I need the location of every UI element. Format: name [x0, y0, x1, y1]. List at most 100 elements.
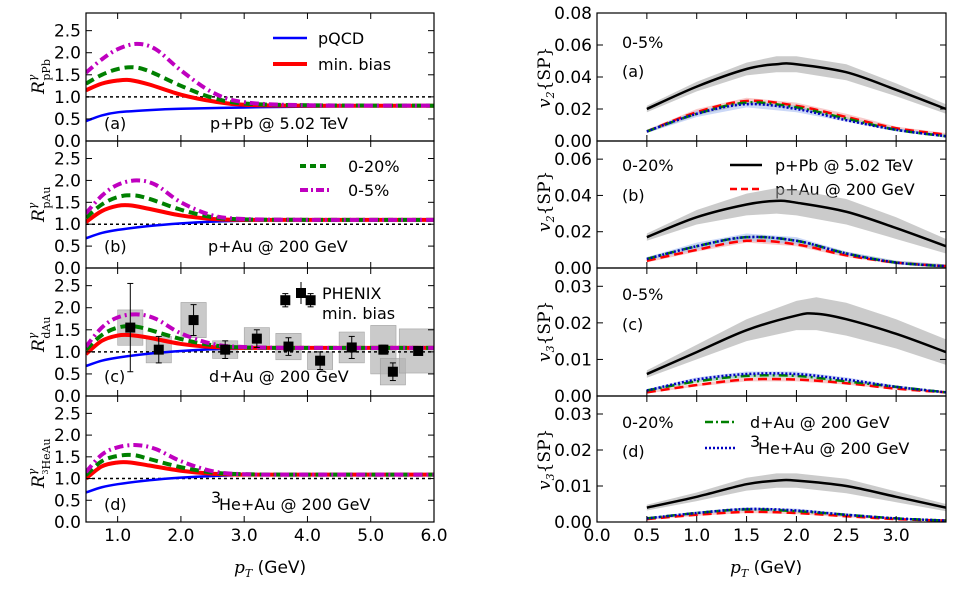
ylabel-rdAu: RγdAu — [26, 317, 53, 353]
panel-label: (d) — [104, 495, 127, 514]
y-tick-label: 1.5 — [54, 66, 81, 86]
x-tick-label: 3.0 — [231, 526, 258, 546]
panel-label: (a) — [622, 62, 644, 81]
y-tick-label: 2.0 — [54, 44, 81, 64]
x-tick-label: 1.5 — [733, 526, 760, 546]
y-tick-label: 0.5 — [54, 110, 81, 130]
x-tick-label: 0.0 — [583, 526, 610, 546]
series-line — [86, 443, 434, 477]
panel-3: 0.00.51.01.52.02.51.0 2.0 3.0 4.0 5.0 6.0 — [54, 395, 448, 546]
y-tick-label: 1.0 — [54, 88, 81, 108]
centrality-label: 0-5% — [622, 285, 663, 304]
series-line — [646, 235, 946, 268]
panel-4: 0.00 0.02 0.04 0.06 0.08 — [554, 4, 947, 152]
panel-label: (b) — [622, 186, 645, 205]
series-line — [86, 65, 434, 108]
panel-label: (c) — [104, 367, 125, 386]
centrality-label: 0-5% — [622, 33, 663, 52]
y-tick-label: 1.0 — [54, 343, 81, 363]
panel-2: 0.00.51.01.52.02.5 — [54, 267, 435, 407]
y-tick-label: 0.5 — [54, 237, 81, 257]
y-tick-label: 0.06 — [554, 150, 592, 170]
y-tick-label: 2.5 — [54, 277, 81, 297]
x-tick-label: 2.0 — [783, 526, 810, 546]
series-line — [646, 199, 946, 248]
y-tick-label: 1.5 — [54, 448, 81, 468]
y-tick-label: 0.02 — [554, 314, 592, 334]
uncertainty-band — [646, 473, 946, 512]
phenix-point — [283, 341, 294, 352]
y-tick-label: 2.5 — [54, 404, 81, 424]
series-line — [86, 218, 434, 240]
y-tick-label: 0.00 — [554, 513, 592, 533]
x-tick-label: 1.0 — [683, 526, 710, 546]
ylabel-r3HeAu: Rγ 3HeAu — [26, 438, 53, 489]
y-tick-label: 1.5 — [54, 193, 81, 213]
y-tick-label: 0.04 — [554, 186, 592, 206]
phenix-point — [315, 355, 326, 366]
left-ylabels: RγpPb RγpAu RγdAu Rγ 3HeAu — [26, 59, 53, 489]
centrality-label: 0-20% — [622, 413, 674, 432]
left-panel-a: (a) p+Pb @ 5.02 TeV pQCD min. bias — [104, 29, 391, 133]
collision-label: p+Pb @ 5.02 TeV — [210, 114, 348, 133]
legend-label-minbias: min. bias — [322, 304, 395, 323]
series-line — [86, 312, 434, 350]
legend-label-HeAu-sup: 3 — [750, 432, 760, 451]
uncertainty-band — [646, 101, 946, 138]
y-tick-label: 0.00 — [554, 387, 592, 407]
series-line — [86, 77, 434, 108]
panel-label: (a) — [104, 114, 126, 133]
collision-label-superscript: 3 — [211, 488, 221, 507]
series-line — [646, 377, 946, 394]
y-tick-label: 0.01 — [554, 350, 592, 370]
series-line — [86, 452, 434, 477]
collision-label: He+Au @ 200 GeV — [219, 495, 370, 514]
xlabel-left: pT (GeV) — [234, 558, 306, 580]
uncertainty-band — [646, 188, 946, 254]
x-tick-label: 3.0 — [883, 526, 910, 546]
y-tick-label: 0.0 — [54, 513, 81, 533]
y-tick-label: 1.0 — [54, 215, 81, 235]
y-tick-label: 0.03 — [554, 277, 592, 297]
y-tick-label: 0.04 — [554, 68, 592, 88]
series-line — [86, 41, 434, 108]
y-tick-label: 0.5 — [54, 491, 81, 511]
phenix-point — [387, 366, 398, 377]
x-tick-label: 5.0 — [357, 526, 384, 546]
collision-label: d+Au @ 200 GeV — [209, 367, 349, 386]
y-tick-label: 0.08 — [554, 4, 592, 24]
plot-area — [86, 41, 434, 123]
series-line — [646, 312, 946, 376]
plot-area — [646, 188, 946, 268]
right-panel-d: 0-20% (d) d+Au @ 200 GeV 3 He+Au @ 200 G… — [622, 413, 909, 461]
panel-frame — [596, 395, 947, 523]
legend-label-pPb: p+Pb @ 5.02 TeV — [775, 156, 913, 175]
y-tick-label: 0.02 — [554, 223, 592, 243]
phenix-point — [280, 295, 291, 306]
panel-label: (d) — [622, 442, 645, 461]
plot-area — [86, 443, 434, 494]
y-tick-label: 0.02 — [554, 100, 592, 120]
y-tick-label: 2.0 — [54, 426, 81, 446]
legend-label-pqcd: pQCD — [318, 29, 364, 48]
panel-5: 0.00 0.02 0.04 0.06 — [554, 140, 947, 279]
y-tick-label: 0.06 — [554, 36, 592, 56]
left-panel-b: (b) p+Au @ 200 GeV 0-20% 0-5% — [104, 157, 400, 256]
panel-0: 0.00.51.01.52.02.5 — [54, 12, 435, 152]
series-line — [646, 478, 946, 509]
panel-label: (b) — [104, 237, 127, 256]
uncertainty-band — [646, 238, 946, 268]
series-line — [646, 102, 946, 138]
phenix-point — [188, 315, 199, 326]
series-line — [86, 472, 434, 494]
y-tick-label: 2.0 — [54, 299, 81, 319]
y-tick-label: 0.0 — [54, 387, 81, 407]
left-panel-c: (c) d+Au @ 200 GeV PHENIX min. bias — [104, 282, 395, 386]
panel-frame — [85, 395, 435, 523]
series-line — [646, 510, 946, 522]
ylabel-rpPb: RγpPb — [26, 59, 53, 95]
collision-label: p+Au @ 200 GeV — [208, 237, 348, 256]
phenix-point — [346, 342, 357, 353]
ylabel-rpAu: RγpAu — [26, 187, 53, 223]
